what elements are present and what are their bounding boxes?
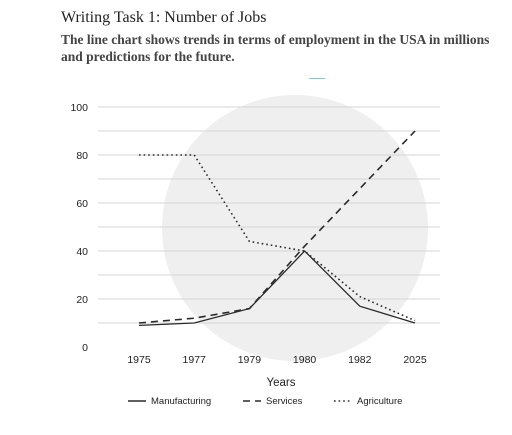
y-tick-label: 100: [70, 102, 88, 114]
y-tick-label: 40: [76, 246, 88, 258]
series-line-agriculture: [139, 154, 416, 322]
series-line-manufacturing: [138, 250, 416, 327]
y-tick-label: 80: [76, 150, 88, 162]
series-lines: [138, 130, 416, 327]
legend-label: Agriculture: [357, 396, 402, 407]
chart-legend: Manufacturing Services Agriculture: [128, 396, 402, 407]
x-tick-label: 1980: [293, 354, 317, 366]
x-tick-label: 1975: [127, 354, 151, 366]
y-tick-label: 0: [82, 342, 88, 354]
accent-divider: [309, 78, 325, 79]
x-axis-label: Years: [267, 377, 296, 389]
page-title: Writing Task 1: Number of Jobs: [61, 9, 267, 26]
legend-label: Services: [266, 396, 303, 407]
x-tick-label: 2025: [403, 354, 427, 366]
chart-grid: [98, 106, 440, 324]
y-tick-label: 60: [76, 198, 88, 210]
y-tick-label: 20: [76, 294, 88, 306]
page-subtitle: The line chart shows trends in terms of …: [61, 32, 490, 64]
x-tick-label: 1982: [348, 354, 372, 366]
y-axis-ticks: 0 20 40 60 80 100: [70, 102, 88, 354]
watermark-logo-icon: [162, 95, 428, 361]
legend-label: Manufacturing: [151, 396, 211, 407]
x-tick-label: 1977: [183, 354, 207, 366]
x-tick-label: 1979: [238, 354, 262, 366]
x-axis-ticks: 1975 1977 1979 1980 1982 2025: [127, 354, 427, 366]
